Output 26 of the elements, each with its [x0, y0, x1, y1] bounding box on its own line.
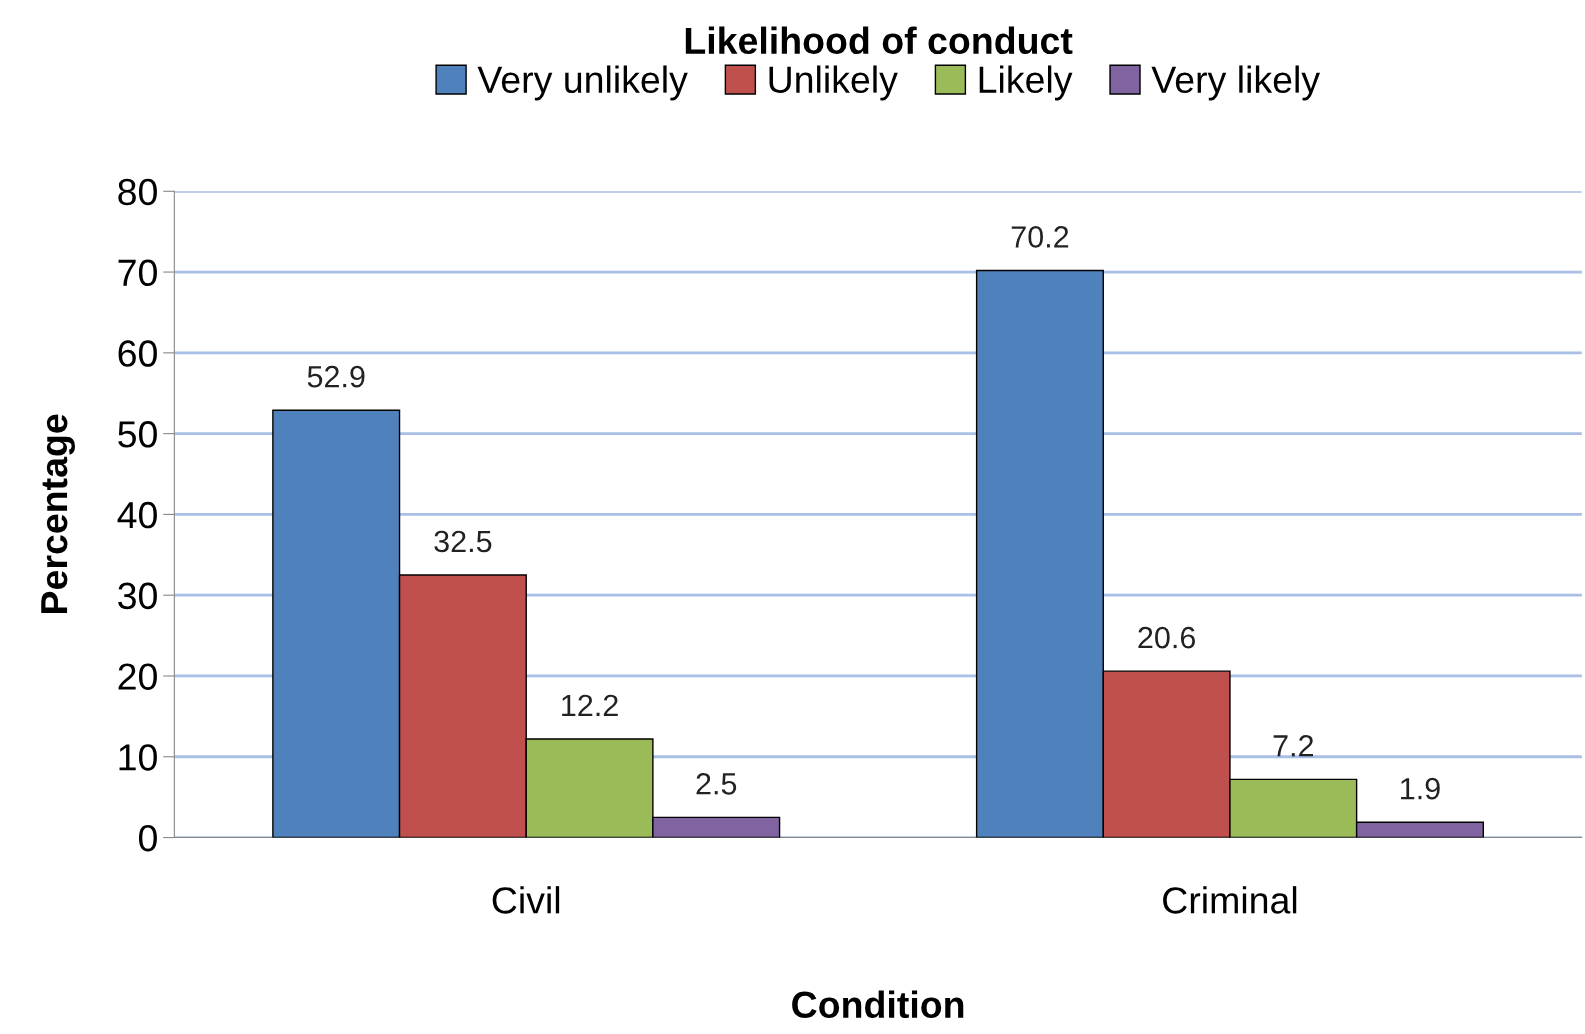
data-label: 20.6 — [1138, 626, 1196, 649]
y-tick-label: 50 — [118, 421, 157, 448]
x-tick-label: Criminal — [1163, 886, 1297, 914]
y-axis-title: Percentage — [41, 414, 75, 613]
y-tick-label: 10 — [119, 744, 157, 771]
y-tick-label: 20 — [118, 663, 157, 690]
legend-label: Unlikely — [769, 65, 898, 101]
legend-label: Very likely — [1151, 65, 1321, 101]
x-tick-label: Civil — [492, 886, 560, 914]
data-label: 1.9 — [1401, 777, 1440, 800]
data-label: 32.5 — [434, 530, 492, 553]
data-label: 7.2 — [1273, 735, 1313, 757]
legend-label: Likely — [979, 65, 1073, 101]
data-label: 52.9 — [307, 365, 365, 388]
data-label: 2.5 — [696, 773, 737, 795]
y-tick-label: 60 — [118, 340, 157, 367]
y-tick-label: 70 — [118, 259, 157, 287]
y-tick-label: 30 — [118, 582, 157, 610]
legend-label: Very unlikely — [477, 65, 688, 101]
y-tick-label: 80 — [118, 178, 157, 206]
legend-title: Likelihood of conduct — [685, 26, 1073, 55]
y-tick-label: 40 — [117, 501, 157, 529]
data-label: 70.2 — [1011, 226, 1069, 248]
data-label: 12.2 — [562, 694, 618, 716]
x-axis-title: Condition — [792, 990, 964, 1019]
y-tick-label: 0 — [138, 824, 157, 852]
